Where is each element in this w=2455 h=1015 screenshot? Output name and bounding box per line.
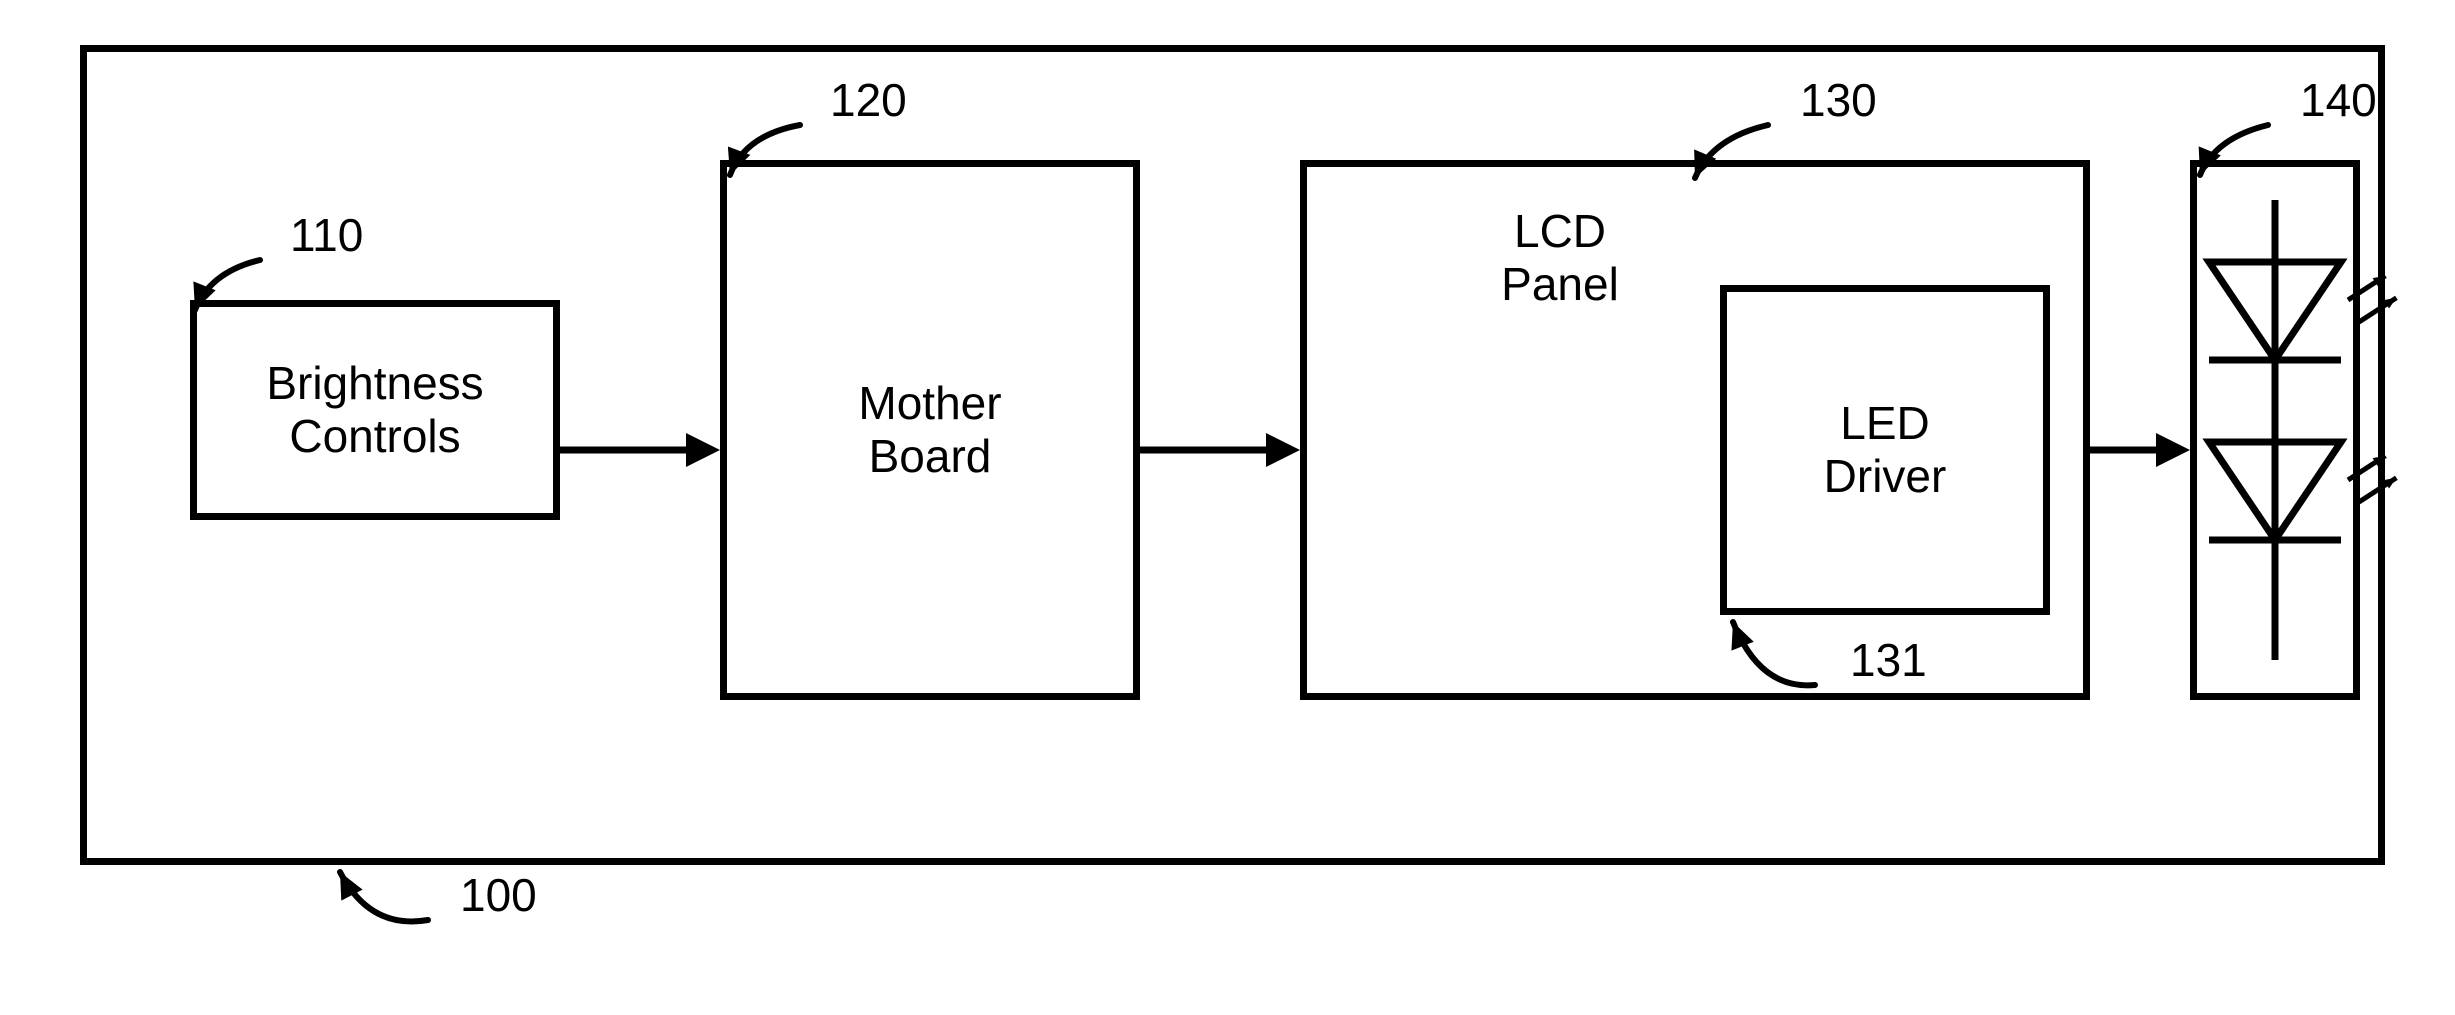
flow-arrows — [560, 433, 2190, 467]
svg-text:140: 140 — [2300, 74, 2377, 126]
reference-callouts: 100 110 120 130 131 140 — [193, 74, 2376, 921]
led-symbol-icon — [2209, 200, 2396, 660]
svg-text:110: 110 — [290, 209, 363, 261]
svg-text:120: 120 — [830, 74, 907, 126]
svg-text:131: 131 — [1850, 634, 1927, 686]
diagram-overlay: 100 110 120 130 131 140 — [0, 0, 2455, 1015]
svg-text:130: 130 — [1800, 74, 1877, 126]
svg-text:100: 100 — [460, 869, 537, 921]
